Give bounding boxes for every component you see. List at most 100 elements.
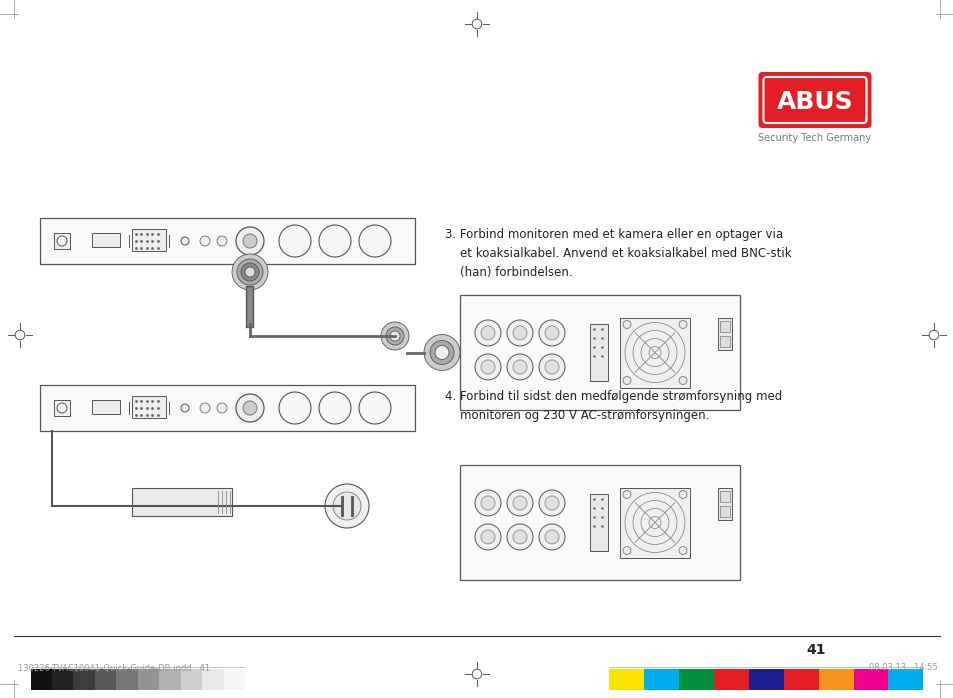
Text: 3. Forbind monitoren med et kamera eller en optager via
    et koaksialkabel. An: 3. Forbind monitoren med et kamera eller… [444,228,791,279]
Circle shape [679,491,686,498]
Circle shape [480,496,495,510]
Bar [720,322,729,332]
Circle shape [622,547,630,554]
Circle shape [544,496,558,510]
Bar [202,669,223,690]
Bar [159,669,180,690]
Bar [608,669,643,690]
Bar [54,400,70,416]
Bar [853,669,887,690]
Circle shape [544,326,558,340]
Circle shape [236,259,263,285]
Circle shape [513,360,526,374]
Text: Security Tech Germany: Security Tech Germany [758,133,871,143]
Circle shape [380,322,409,350]
Circle shape [200,403,210,413]
Circle shape [216,403,227,413]
Circle shape [358,392,391,424]
Circle shape [544,530,558,544]
Circle shape [200,236,210,246]
Bar [132,396,166,418]
Circle shape [243,401,256,415]
Circle shape [216,236,227,246]
Circle shape [480,326,495,340]
Circle shape [679,547,686,554]
Circle shape [278,392,311,424]
Circle shape [235,394,264,422]
Bar [619,318,689,387]
Bar [619,487,689,558]
Text: 08.03.13   14:55: 08.03.13 14:55 [868,664,937,672]
Circle shape [475,354,500,380]
Bar [180,669,202,690]
Circle shape [318,392,351,424]
Bar [137,669,159,690]
Circle shape [57,236,67,246]
FancyBboxPatch shape [758,72,871,128]
Circle shape [390,331,399,341]
Circle shape [506,320,533,346]
Bar [782,669,818,690]
Bar [91,400,120,414]
Circle shape [278,225,311,257]
Circle shape [475,320,500,346]
Bar [91,233,120,247]
Circle shape [513,530,526,544]
Circle shape [181,404,189,412]
Circle shape [435,346,449,359]
Circle shape [243,234,256,248]
Circle shape [480,360,495,374]
Bar [643,669,678,690]
Circle shape [475,524,500,550]
Bar [54,233,70,249]
Circle shape [57,403,67,413]
Circle shape [538,490,564,516]
Bar [713,669,748,690]
Text: ABUS: ABUS [776,90,852,114]
Bar [887,669,923,690]
Bar [748,669,782,690]
Bar [51,669,73,690]
Bar [459,295,740,410]
Circle shape [232,254,268,290]
Circle shape [475,490,500,516]
Bar [94,669,116,690]
Circle shape [506,354,533,380]
Bar [40,218,415,264]
Bar [116,669,137,690]
Bar [223,669,245,690]
Circle shape [544,360,558,374]
Text: 4. Forbind til sidst den medfølgende strømforsyning med
    monitoren og 230 V A: 4. Forbind til sidst den medfølgende str… [444,390,781,422]
Circle shape [423,334,459,371]
Circle shape [622,320,630,329]
Bar [818,669,853,690]
Text: 41: 41 [805,643,824,657]
Circle shape [538,320,564,346]
Circle shape [513,326,526,340]
Circle shape [235,227,264,255]
Circle shape [538,524,564,550]
Bar [40,385,415,431]
Circle shape [622,491,630,498]
Circle shape [358,225,391,257]
Bar [718,488,731,520]
Circle shape [333,492,360,520]
Circle shape [480,530,495,544]
Bar [459,465,740,580]
Bar [132,229,166,251]
Circle shape [430,341,454,364]
Bar [720,336,729,347]
Bar [589,324,607,381]
Bar [720,491,729,502]
Circle shape [318,225,351,257]
Bar [718,318,731,350]
Circle shape [386,327,403,345]
Circle shape [245,267,254,277]
Bar [720,507,729,517]
Bar [73,669,94,690]
Text: 130226-TVAC10041-Quick-Guide-DB.indd   41: 130226-TVAC10041-Quick-Guide-DB.indd 41 [18,664,210,672]
Circle shape [622,376,630,385]
Circle shape [181,237,189,245]
Circle shape [325,484,369,528]
Bar [132,488,232,516]
